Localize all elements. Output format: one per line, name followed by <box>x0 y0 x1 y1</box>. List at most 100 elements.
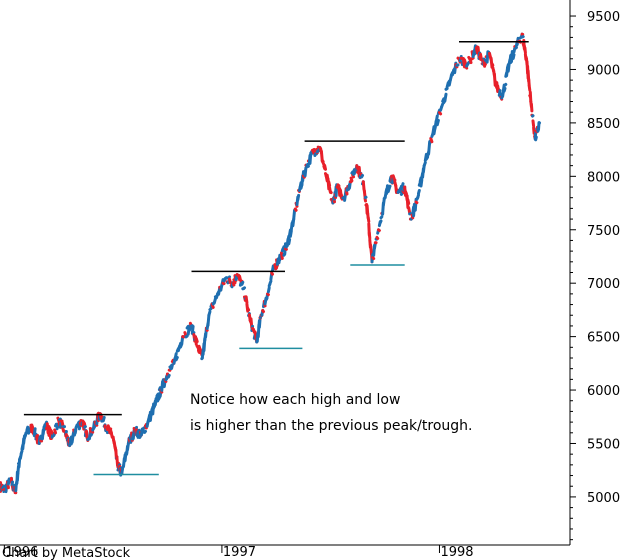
price-segment <box>292 209 296 221</box>
price-segment <box>287 238 292 246</box>
price-segment <box>400 182 405 189</box>
x-axis: 1996 1997 1998 <box>0 544 570 560</box>
price-segment <box>362 189 367 199</box>
price-segment <box>414 200 419 205</box>
price-segment <box>377 228 381 232</box>
y-tick-label: 6000 <box>587 384 620 399</box>
price-segment <box>268 279 273 285</box>
price-segment <box>246 306 251 312</box>
price-segment <box>266 286 271 294</box>
price-segment <box>143 429 147 434</box>
price-segment <box>274 265 279 270</box>
price-segment <box>349 176 354 183</box>
price-segment <box>406 198 411 205</box>
price-segment <box>438 110 443 116</box>
price-segment <box>387 184 392 190</box>
price-segment <box>197 344 202 350</box>
price-segment <box>53 428 57 435</box>
price-segment <box>161 378 165 384</box>
price-segment <box>187 326 192 332</box>
price-segment <box>534 135 538 142</box>
price-segment <box>490 62 495 67</box>
y-tick-label: 7500 <box>587 224 620 239</box>
price-segment <box>429 136 434 144</box>
price-segment <box>207 310 212 317</box>
price-segment <box>407 206 412 215</box>
price-segment <box>417 189 421 195</box>
price-segment <box>312 148 317 153</box>
price-segment <box>226 279 231 285</box>
price-segment <box>10 480 14 487</box>
price-segment <box>463 58 468 66</box>
price-segment <box>368 243 373 249</box>
price-segment <box>238 274 242 282</box>
price-segment <box>440 102 445 109</box>
price-segment <box>296 193 301 202</box>
price-segment <box>173 352 178 361</box>
price-segment <box>65 434 69 438</box>
price-segment <box>529 102 534 113</box>
price-segment <box>244 295 249 304</box>
price-segment <box>184 334 189 339</box>
price-segment <box>120 466 125 475</box>
price-segment <box>60 420 65 427</box>
price-segment <box>366 216 371 223</box>
price-segment <box>157 396 161 401</box>
price-segment <box>479 56 484 62</box>
price-segment <box>367 231 372 240</box>
price-segment <box>537 121 541 125</box>
y-tick-label: 8500 <box>587 117 620 132</box>
price-segment <box>240 280 245 286</box>
price-segment <box>527 77 531 87</box>
price-segment <box>320 158 325 163</box>
price-segment <box>257 318 262 329</box>
price-segment <box>399 191 404 196</box>
price-segment <box>208 307 213 312</box>
price-segment <box>138 434 143 439</box>
price-segment <box>89 432 94 437</box>
price-segment <box>253 330 258 338</box>
price-segment <box>483 59 487 66</box>
price-segment <box>242 286 246 290</box>
y-tick-label: 8000 <box>587 170 620 185</box>
y-tick-label: 6500 <box>587 331 620 346</box>
price-segment <box>378 219 383 225</box>
price-segment <box>514 46 518 50</box>
price-segment <box>266 292 270 297</box>
price-segment <box>441 97 446 103</box>
y-axis: 9500 9000 8500 8000 7500 7000 6500 6000 5500 5000 <box>569 0 620 545</box>
price-segment <box>33 432 38 438</box>
annotation-line-1: Notice how each high and low <box>190 392 400 408</box>
price-segment <box>531 119 536 128</box>
price-segment <box>280 251 284 260</box>
price-series <box>0 32 541 495</box>
price-segment <box>527 84 532 92</box>
price-segment <box>55 424 60 431</box>
price-segment <box>327 180 332 188</box>
price-segment <box>360 173 364 179</box>
price-segment <box>19 449 24 456</box>
price-segment <box>261 309 265 314</box>
price-segment <box>373 242 377 250</box>
price-segment <box>434 114 439 124</box>
price-segment <box>58 417 62 422</box>
price-segment <box>328 190 333 195</box>
annotation-line-2: is higher than the previous peak/trough. <box>190 418 472 434</box>
price-segment <box>501 90 505 98</box>
x-tick-label: 1996 <box>5 545 38 560</box>
price-segment <box>523 46 527 55</box>
price-segment <box>422 161 427 168</box>
price-segment <box>361 180 366 190</box>
price-segment <box>231 281 236 287</box>
price-segment <box>375 235 380 240</box>
price-segment <box>371 255 376 261</box>
price-segment <box>444 87 449 91</box>
price-segment <box>157 386 162 392</box>
price-segment <box>303 166 308 178</box>
price-segment <box>174 356 179 362</box>
price-segment <box>528 90 533 103</box>
price-segment <box>311 150 316 155</box>
price-segment <box>101 416 106 423</box>
price-segment <box>70 435 75 444</box>
